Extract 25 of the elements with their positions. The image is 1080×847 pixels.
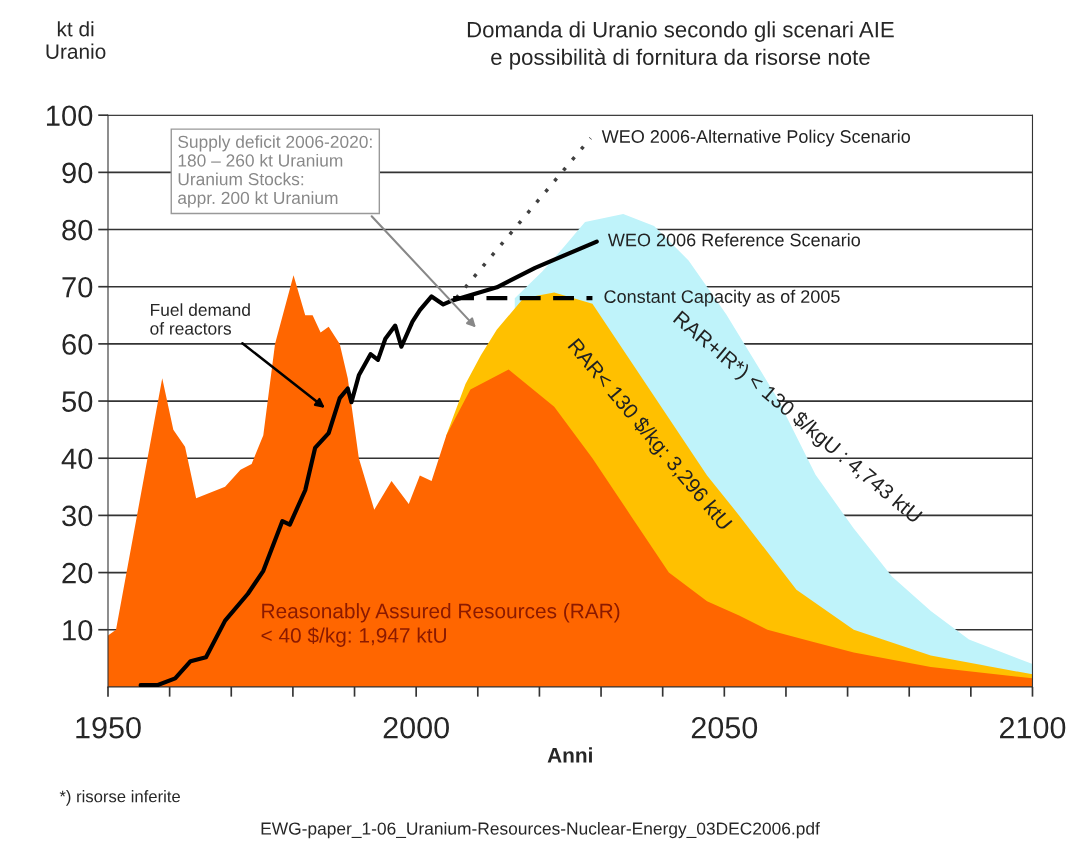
text: EWG-paper_1-06_Uranium-Resources-Nuclear-Energy_03DEC2006.pdf <box>261 821 820 839</box>
annotation: WEO 2006 Reference Scenario <box>607 233 861 247</box>
x-tick-label: 1950 <box>76 716 141 739</box>
y-tick-label: 50 <box>62 391 93 412</box>
y-tick-label: 80 <box>62 219 93 241</box>
annotation: Supply deficit 2006-2020: 180 – 260 kt Uranium Uranium Stocks: appr. 200 kt Uranium <box>178 135 372 208</box>
y-tick-label: 30 <box>62 505 93 527</box>
y-tick-label: 100 <box>46 105 93 127</box>
text: *) risorse inferite <box>59 790 180 806</box>
x-tick-label: 2100 <box>1000 716 1066 739</box>
annotation: Constant Capacity as of 2005 <box>604 289 840 307</box>
y-axis-title: kt di Uranio <box>46 21 106 59</box>
y-tick-label: 70 <box>62 276 93 298</box>
y-tick-label: 90 <box>62 162 93 184</box>
chart-title: Domanda di Uranio secondo gli scenari AIE e possibilità di fornitura da risorse note <box>467 21 894 70</box>
y-tick-label: 40 <box>61 448 93 470</box>
y-tick-label: 20 <box>62 562 93 584</box>
y-tick-label: 60 <box>62 334 93 355</box>
annotation: Reasonably Assured Resources (RAR) < 40 $/kg: 1,947 ktU <box>261 603 620 647</box>
y-tick-label: 10 <box>63 619 93 641</box>
x-axis-title: Anni <box>547 747 592 763</box>
x-tick-label: 2050 <box>691 716 758 739</box>
annotation: WEO 2006-Alternative Policy Scenario <box>601 129 911 147</box>
x-tick-label: 2000 <box>383 716 449 739</box>
annotation: Fuel demand of reactors <box>150 303 250 335</box>
